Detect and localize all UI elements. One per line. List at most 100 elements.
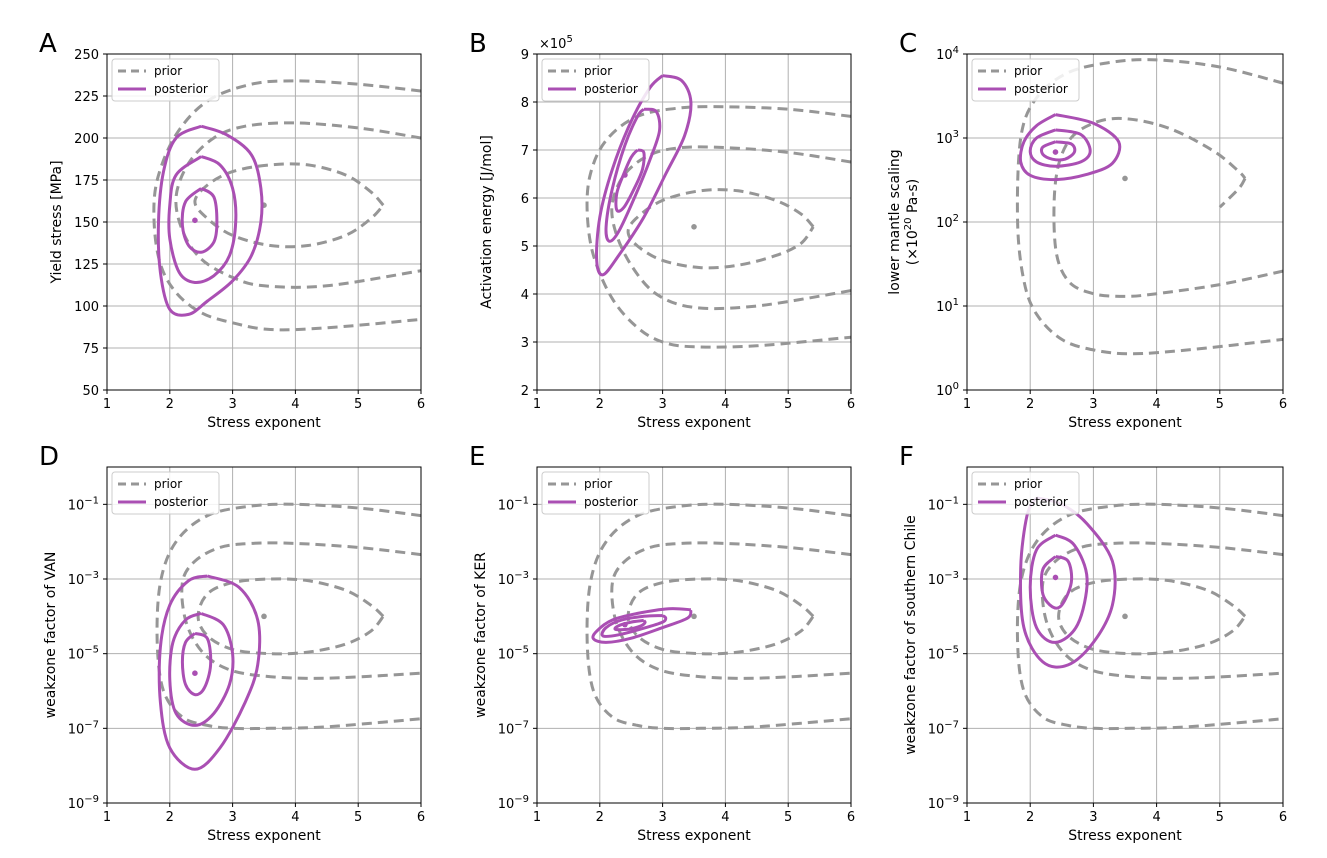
prior-contour-2	[180, 541, 421, 680]
x-tick-label: 4	[1152, 810, 1160, 825]
legend-label-posterior: posterior	[154, 82, 208, 96]
panel-letter: F	[899, 442, 914, 472]
legend-label-posterior: posterior	[584, 82, 638, 96]
y-tick-label: 8	[521, 96, 529, 111]
y-tick-label: 3	[521, 336, 529, 351]
posterior-contour-1	[1018, 496, 1117, 669]
x-tick-label: 2	[166, 397, 174, 412]
posterior-contour-1	[157, 574, 262, 771]
panel-C: 1 2 3 4 5 6 100 101 102 103 104 Stress exponent lowe…	[887, 29, 1287, 431]
y-tick-label: 10−7	[68, 719, 99, 737]
axes-frame	[106, 466, 422, 804]
y-offset-text: ×105	[539, 34, 573, 52]
x-tick-label: 4	[721, 397, 729, 412]
legend-label-posterior: posterior	[1014, 495, 1068, 509]
panel-letter: B	[469, 29, 487, 59]
posterior-peak-point	[192, 217, 198, 224]
axes-frame	[536, 53, 852, 391]
posterior-contour-2	[604, 107, 662, 243]
y-tick-label: 10−1	[928, 495, 959, 513]
posterior-contour-1	[156, 124, 264, 317]
x-tick-label: 4	[291, 810, 299, 825]
x-axis-label: Stress exponent	[637, 415, 751, 431]
x-axis-label: Stress exponent	[637, 828, 751, 844]
legend: prior posterior	[111, 58, 220, 102]
x-tick-label: 6	[847, 397, 855, 412]
y-tick-label: 10−9	[928, 794, 959, 812]
panel-letter: A	[39, 29, 57, 59]
y-tick-label: 101	[936, 297, 959, 315]
contour-layer	[1015, 58, 1283, 356]
x-tick-label: 1	[533, 810, 541, 825]
y-tick-label: 5	[521, 240, 529, 255]
y-axis-label: Yield stress [MPa]	[49, 160, 65, 284]
prior-contour-3	[626, 188, 815, 270]
posterior-contour-1	[591, 607, 693, 644]
prior-contour-1	[585, 105, 851, 349]
posterior-contour-2	[168, 611, 235, 727]
posterior-contour-2	[167, 155, 238, 285]
x-tick-label: 5	[784, 810, 792, 825]
x-tick-label: 2	[1026, 810, 1034, 825]
legend: prior posterior	[971, 58, 1080, 102]
panel-letter: C	[899, 29, 917, 59]
y-tick-label: 10−1	[68, 495, 99, 513]
posterior-contour-2	[1028, 533, 1089, 644]
y-tick-label: 10−5	[498, 645, 529, 663]
legend: prior posterior	[541, 471, 650, 515]
y-tick-label: 10−3	[68, 570, 99, 588]
legend-label-prior: prior	[154, 477, 182, 491]
contour-layer	[1015, 496, 1283, 731]
y-tick-label: 100	[74, 300, 99, 315]
y-axis-label: weakzone factor of VAN	[43, 552, 59, 719]
x-tick-label: 6	[847, 810, 855, 825]
posterior-contour-3	[180, 631, 213, 697]
x-tick-label: 4	[291, 397, 299, 412]
prior-peak-point	[1122, 613, 1128, 620]
posterior-peak-point	[1052, 149, 1059, 155]
x-tick-label: 6	[1279, 397, 1287, 412]
y-tick-label: 10−5	[928, 645, 959, 663]
x-tick-label: 5	[1216, 397, 1224, 412]
posterior-contour-1	[1018, 113, 1122, 182]
x-tick-label: 6	[417, 810, 425, 825]
y-tick-label: 200	[74, 132, 99, 147]
panel-E: 1 2 3 4 5 6 10−9 10−7 10−5 10−3 10−1 Stress exponen…	[469, 442, 855, 844]
x-tick-label: 1	[963, 397, 971, 412]
posterior-peak-point	[1052, 574, 1059, 581]
legend-label-posterior: posterior	[584, 495, 638, 509]
x-tick-label: 1	[533, 397, 541, 412]
x-tick-label: 4	[1152, 397, 1160, 412]
prior-contour-1	[152, 79, 421, 332]
y-tick-label: 10−3	[498, 570, 529, 588]
legend-label-posterior: posterior	[1014, 82, 1068, 96]
posterior-contour-1	[595, 74, 693, 277]
y-tick-label: 104	[936, 45, 959, 63]
x-tick-label: 2	[596, 810, 604, 825]
x-tick-label: 2	[1026, 397, 1034, 412]
prior-contour-3	[1218, 177, 1247, 209]
prior-contour-2	[610, 541, 851, 680]
y-tick-label: 75	[82, 342, 99, 357]
x-tick-label: 3	[228, 810, 236, 825]
y-tick-label: 6	[521, 192, 529, 207]
x-tick-label: 3	[658, 397, 666, 412]
posterior-peak-point	[622, 172, 628, 178]
legend-label-prior: prior	[584, 64, 612, 78]
legend: prior posterior	[541, 58, 650, 102]
posterior-contour-3	[180, 187, 219, 254]
y-tick-label: 10−3	[928, 570, 959, 588]
y-tick-label: 4	[521, 288, 529, 303]
prior-contour-1	[155, 502, 421, 731]
panel-F: 1 2 3 4 5 6 10−9 10−7 10−5 10−3 10−1 Stress exponen…	[899, 442, 1287, 844]
y-tick-label: 7	[521, 144, 529, 159]
prior-contour-2	[1052, 116, 1283, 298]
panel-D: 1 2 3 4 5 6 10−9 10−7 10−5 10−3 10−1 Stress exponen…	[39, 442, 425, 844]
legend-label-prior: prior	[1014, 477, 1042, 491]
prior-contour-2	[174, 121, 421, 289]
panel-letter: E	[469, 442, 485, 472]
axes-frame	[536, 466, 852, 804]
y-tick-label: 10−7	[928, 719, 959, 737]
legend-label-prior: prior	[1014, 64, 1042, 78]
